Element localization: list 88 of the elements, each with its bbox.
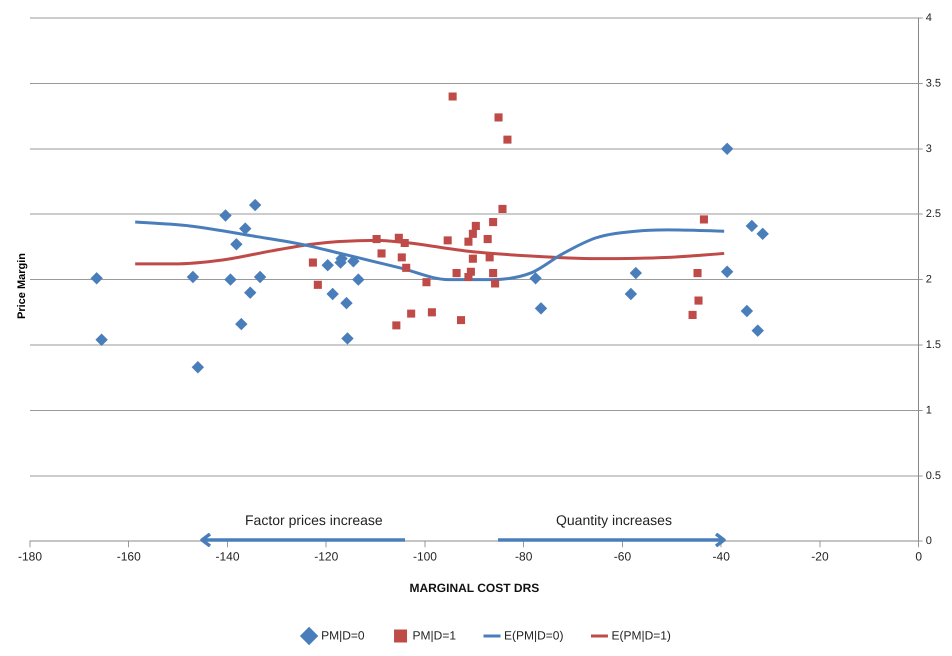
y-axis-title: Price Margin: [16, 252, 28, 322]
point: [630, 267, 642, 280]
point: [224, 274, 236, 286]
point: [503, 136, 512, 144]
point: [322, 259, 334, 272]
point: [186, 270, 199, 283]
point: [624, 288, 637, 300]
point: [402, 264, 410, 272]
point: [452, 269, 461, 278]
point: [464, 238, 472, 246]
point: [489, 218, 498, 226]
point: [394, 234, 403, 242]
point: [472, 222, 480, 230]
point: [239, 222, 252, 235]
y-tick-label: 3: [926, 142, 932, 155]
y-tick-label: 2: [926, 274, 932, 286]
x-tick-label: -140: [215, 550, 240, 564]
point: [372, 235, 381, 244]
point: [220, 210, 232, 222]
point: [756, 228, 769, 240]
x-tick-label: -120: [314, 550, 339, 564]
legend-label: E(PM|D=1): [611, 628, 671, 642]
legend-label: PM|D=0: [321, 628, 365, 642]
point: [230, 238, 242, 250]
point: [340, 297, 352, 310]
point: [326, 288, 339, 300]
x-tick-label: -160: [116, 550, 142, 564]
point: [400, 238, 409, 248]
y-tick-label: 2.5: [926, 208, 942, 220]
point: [484, 235, 492, 244]
legend-label: E(PM|D=0): [504, 628, 564, 642]
point: [494, 113, 503, 122]
x-tick-label: -100: [412, 550, 438, 564]
point: [314, 280, 322, 289]
y-tick-label: 1.5: [926, 339, 942, 352]
point: [752, 324, 764, 337]
point: [448, 92, 457, 101]
x-axis-title: MARGINAL COST DRS: [409, 581, 540, 596]
point: [347, 255, 360, 268]
x-tick-label: -180: [18, 550, 42, 564]
x-tick-label: -80: [515, 550, 533, 564]
point: [693, 269, 702, 278]
y-tick-label: 3.5: [926, 77, 942, 90]
point: [235, 318, 248, 330]
point: [352, 274, 364, 286]
x-tick-label: 0: [915, 550, 922, 564]
point: [498, 204, 507, 214]
x-tick-label: -20: [811, 550, 829, 564]
point: [392, 321, 400, 330]
point: [254, 270, 266, 283]
point: [740, 304, 753, 317]
point: [468, 230, 477, 238]
point: [428, 308, 436, 316]
annotation: Quantity increases: [556, 512, 672, 528]
y-tick-label: 0: [926, 535, 932, 548]
point: [746, 220, 758, 232]
point: [694, 296, 703, 305]
point: [530, 272, 542, 284]
point: [700, 215, 708, 224]
point: [688, 310, 697, 319]
point: [721, 266, 734, 278]
point: [721, 142, 734, 155]
point: [456, 316, 466, 324]
point: [341, 332, 354, 344]
x-tick-label: -40: [712, 550, 730, 564]
point: [489, 269, 498, 278]
legend-label: PM|D=1: [412, 628, 456, 642]
point: [308, 258, 317, 267]
point: [244, 286, 256, 299]
point: [491, 279, 500, 288]
point: [90, 272, 103, 284]
point: [398, 253, 406, 262]
point: [407, 310, 416, 318]
point: [192, 361, 204, 374]
point: [468, 254, 477, 263]
y-tick-label: 1: [926, 404, 932, 416]
point: [422, 278, 430, 286]
annotation: Factor prices increase: [245, 512, 383, 528]
point: [535, 302, 548, 314]
y-tick-label: 0.5: [926, 470, 942, 482]
x-tick-label: -60: [614, 550, 632, 564]
point: [486, 253, 494, 262]
point: [444, 236, 452, 244]
point: [466, 268, 475, 276]
point: [96, 334, 108, 346]
point: [249, 199, 262, 212]
y-tick-label: 4: [926, 12, 932, 24]
point: [378, 249, 386, 258]
